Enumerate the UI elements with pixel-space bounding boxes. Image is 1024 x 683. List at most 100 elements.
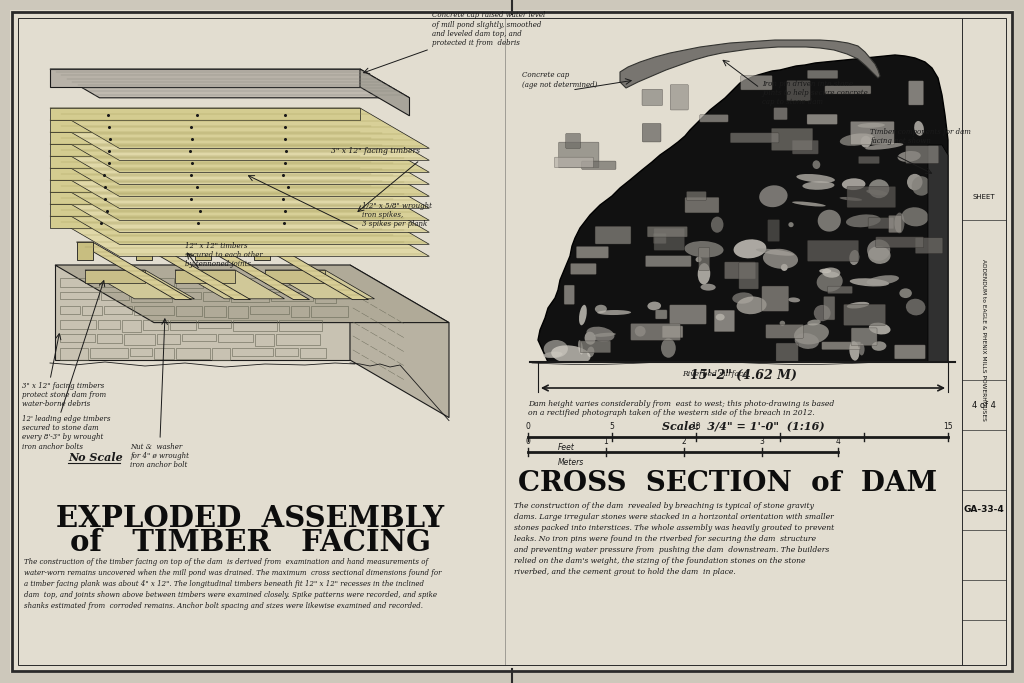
Bar	[212, 348, 230, 360]
Polygon shape	[55, 265, 350, 360]
FancyBboxPatch shape	[714, 310, 734, 332]
Bar	[250, 306, 289, 314]
Polygon shape	[195, 242, 309, 300]
Bar	[60, 334, 94, 342]
Polygon shape	[85, 270, 145, 283]
Polygon shape	[50, 192, 360, 204]
FancyBboxPatch shape	[581, 341, 610, 353]
Text: Riverbed surface: Riverbed surface	[682, 370, 748, 378]
FancyBboxPatch shape	[827, 286, 852, 294]
Polygon shape	[50, 156, 429, 196]
Bar	[60, 320, 96, 329]
Polygon shape	[50, 168, 429, 208]
Polygon shape	[360, 69, 410, 116]
FancyBboxPatch shape	[858, 156, 880, 164]
Ellipse shape	[795, 333, 819, 349]
Polygon shape	[538, 55, 948, 362]
Bar	[130, 348, 153, 356]
Ellipse shape	[794, 323, 828, 344]
Bar	[203, 292, 229, 301]
Ellipse shape	[847, 302, 869, 309]
Polygon shape	[50, 216, 360, 228]
Polygon shape	[175, 270, 234, 283]
Ellipse shape	[803, 181, 835, 190]
Ellipse shape	[859, 344, 864, 355]
Ellipse shape	[850, 278, 889, 286]
Bar	[156, 278, 174, 288]
Bar	[250, 278, 279, 289]
Bar	[122, 320, 140, 331]
Polygon shape	[50, 156, 360, 168]
Ellipse shape	[840, 197, 862, 201]
Bar	[100, 292, 128, 300]
Polygon shape	[175, 270, 285, 298]
FancyBboxPatch shape	[565, 133, 581, 148]
Ellipse shape	[578, 340, 583, 354]
FancyBboxPatch shape	[762, 286, 788, 311]
Bar	[311, 306, 348, 317]
Text: Scale:  3/4" = 1'-0"  (1:16): Scale: 3/4" = 1'-0" (1:16)	[662, 420, 824, 431]
Ellipse shape	[894, 212, 904, 233]
Polygon shape	[50, 69, 410, 98]
FancyBboxPatch shape	[876, 237, 924, 248]
Bar	[176, 278, 203, 288]
Polygon shape	[50, 204, 429, 245]
Text: 5: 5	[609, 422, 614, 431]
Text: 4 of 4: 4 of 4	[972, 400, 996, 410]
Bar	[307, 278, 333, 285]
Polygon shape	[135, 242, 152, 260]
Text: 12' leading edge timbers
secured to stone dam
every 8'-3" by wrought
iron anchor: 12' leading edge timbers secured to ston…	[22, 415, 111, 451]
Polygon shape	[135, 242, 251, 300]
Bar	[218, 334, 253, 342]
Polygon shape	[620, 40, 880, 88]
Ellipse shape	[635, 326, 645, 337]
FancyBboxPatch shape	[807, 240, 859, 262]
Bar	[124, 334, 155, 345]
Bar	[232, 348, 273, 356]
FancyBboxPatch shape	[894, 345, 926, 359]
Ellipse shape	[866, 275, 899, 285]
Ellipse shape	[662, 338, 676, 358]
Ellipse shape	[595, 305, 607, 313]
Ellipse shape	[788, 297, 800, 303]
Ellipse shape	[867, 240, 890, 261]
Ellipse shape	[868, 322, 891, 335]
FancyBboxPatch shape	[655, 310, 667, 319]
Polygon shape	[50, 192, 429, 232]
FancyBboxPatch shape	[776, 343, 798, 363]
Ellipse shape	[819, 268, 831, 273]
Ellipse shape	[579, 305, 587, 325]
FancyBboxPatch shape	[631, 324, 680, 340]
Bar	[198, 320, 230, 328]
FancyBboxPatch shape	[582, 161, 616, 169]
Bar	[60, 306, 81, 314]
FancyBboxPatch shape	[868, 218, 894, 229]
Ellipse shape	[812, 161, 820, 169]
Text: Dam height varies considerably from  east to west; this photo-drawing is based
o: Dam height varies considerably from east…	[528, 400, 835, 417]
FancyBboxPatch shape	[847, 186, 896, 208]
Polygon shape	[77, 242, 92, 260]
FancyBboxPatch shape	[844, 304, 886, 326]
FancyBboxPatch shape	[807, 70, 838, 79]
FancyBboxPatch shape	[740, 75, 772, 90]
Ellipse shape	[793, 201, 825, 206]
Ellipse shape	[868, 246, 891, 264]
Ellipse shape	[907, 174, 923, 191]
Bar	[204, 306, 226, 317]
Bar	[280, 320, 323, 331]
Bar	[205, 278, 248, 286]
Polygon shape	[85, 270, 195, 298]
Ellipse shape	[759, 185, 787, 207]
Bar	[300, 348, 326, 358]
Ellipse shape	[756, 249, 794, 255]
FancyBboxPatch shape	[771, 128, 813, 150]
FancyBboxPatch shape	[577, 247, 608, 258]
Bar	[135, 278, 154, 285]
Ellipse shape	[551, 346, 591, 364]
FancyBboxPatch shape	[686, 191, 707, 201]
Ellipse shape	[814, 305, 830, 321]
Text: 0: 0	[525, 422, 530, 431]
Ellipse shape	[865, 143, 903, 150]
Bar	[228, 306, 248, 318]
FancyBboxPatch shape	[698, 247, 710, 270]
